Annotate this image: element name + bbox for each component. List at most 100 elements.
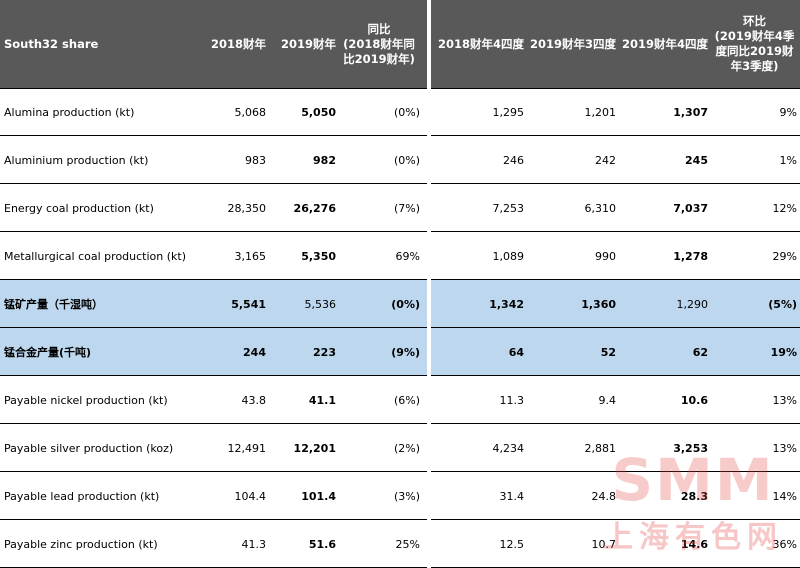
row-label: Energy coal production (kt) (4, 201, 154, 215)
row-value: (7%) (393, 201, 420, 215)
header-fy2018: 2018财年 (210, 37, 266, 51)
row-value: 31.4 (499, 489, 525, 503)
row-value: (0%) (393, 105, 420, 119)
row-label: Alumina production (kt) (4, 105, 135, 119)
row-value: 25% (395, 537, 420, 551)
row-value: 24.8 (591, 489, 617, 503)
row-divider (0, 327, 800, 328)
row-value: 983 (245, 153, 266, 167)
row-divider (0, 375, 800, 376)
row-value: 7,037 (673, 201, 708, 215)
table-row: Alumina production (kt) 5,068 5,050 (0%) 1,2… (0, 88, 800, 136)
row-value: 43.8 (241, 393, 267, 407)
table-row: Aluminium production (kt) 983 982 (0%) 246 24… (0, 136, 800, 184)
header-divider (0, 88, 800, 89)
header-fy2018-q4: 2018财年4四度 (437, 37, 524, 51)
row-value: 1,290 (676, 297, 709, 311)
row-value: 52 (600, 345, 616, 359)
row-label: Payable nickel production (kt) (4, 393, 168, 407)
row-divider (0, 471, 800, 472)
row-value: 1,278 (673, 249, 708, 263)
row-value: 13% (772, 441, 797, 455)
row-divider (0, 423, 800, 424)
row-value: (6%) (393, 393, 420, 407)
row-value: 11.3 (499, 393, 525, 407)
header-fy2019: 2019财年 (280, 37, 336, 51)
row-value: 41.3 (241, 537, 267, 551)
row-value: 101.4 (301, 489, 336, 503)
row-value: 28,350 (227, 201, 267, 215)
row-value: 1,089 (492, 249, 525, 263)
row-value: (0%) (391, 297, 420, 311)
row-value: 5,541 (231, 297, 266, 311)
row-value: 990 (595, 249, 616, 263)
row-value: (5%) (768, 297, 797, 311)
column-gap (427, 0, 431, 88)
row-value: 1,360 (581, 297, 616, 311)
header-fy2019-q3: 2019财年3四度 (529, 37, 616, 51)
row-value: 2,881 (584, 441, 617, 455)
row-value: (0%) (393, 153, 420, 167)
table-row: Payable zinc production (kt) 41.3 51.6 25% 1… (0, 520, 800, 568)
row-label: Payable zinc production (kt) (4, 537, 158, 551)
row-value: 19% (770, 345, 797, 359)
row-divider (0, 231, 800, 232)
row-value: 1,295 (492, 105, 525, 119)
row-value: (3%) (393, 489, 420, 503)
row-label: Aluminium production (kt) (4, 153, 149, 167)
row-value: 5,350 (301, 249, 336, 263)
row-value: 64 (508, 345, 524, 359)
row-value: 9.4 (598, 393, 617, 407)
row-value: 5,068 (234, 105, 267, 119)
header-fy2019-q4: 2019财年4四度 (621, 37, 708, 51)
row-value: 36% (772, 537, 797, 551)
table-header: South32 share 2018财年 2019财年 同比 (2018财年同比… (0, 0, 800, 88)
column-gap-body (427, 88, 431, 568)
row-divider (0, 135, 800, 136)
row-value: 246 (503, 153, 524, 167)
row-value: 3,165 (234, 249, 267, 263)
row-value: 4,234 (492, 441, 525, 455)
row-label: Metallurgical coal production (kt) (4, 249, 187, 263)
row-value: 10.7 (591, 537, 617, 551)
row-value: 12% (772, 201, 797, 215)
row-value: 244 (243, 345, 266, 359)
row-value: 6,310 (584, 201, 617, 215)
row-value: 29% (772, 249, 797, 263)
row-value: 7,253 (492, 201, 525, 215)
row-label: 锰矿产量（千湿吨） (4, 298, 103, 311)
header-qoq: 环比 (2019财年4季度同比2019财年3季度) (714, 14, 795, 73)
row-value: 9% (779, 105, 797, 119)
row-value: 12.5 (499, 537, 525, 551)
row-value: 104.4 (234, 489, 267, 503)
row-divider (0, 519, 800, 520)
row-value: 14% (772, 489, 797, 503)
row-value: 28.3 (680, 489, 708, 503)
row-value: 5,050 (301, 105, 336, 119)
row-value: 5,536 (304, 297, 337, 311)
row-value: 12,201 (293, 441, 336, 455)
row-value: (9%) (391, 345, 420, 359)
table-row: Payable nickel production (kt) 43.8 41.1 (6… (0, 376, 800, 424)
row-value: 982 (313, 153, 336, 167)
row-value: 14.6 (680, 537, 708, 551)
row-value: 1% (779, 153, 797, 167)
row-label: 锰合金产量(千吨) (4, 346, 92, 359)
row-divider (0, 279, 800, 280)
row-value: 62 (692, 345, 708, 359)
row-value: 13% (772, 393, 797, 407)
table-row: 锰合金产量(千吨) 244 223 (9%) 64 52 62 19% (0, 328, 800, 376)
row-value: 223 (313, 345, 336, 359)
row-value: (2%) (393, 441, 420, 455)
row-divider (0, 183, 800, 184)
row-label: Payable lead production (kt) (4, 489, 160, 503)
row-value: 12,491 (227, 441, 267, 455)
table-row: Payable lead production (kt) 104.4 101.4 (3… (0, 472, 800, 520)
row-value: 51.6 (308, 537, 336, 551)
table-row: Metallurgical coal production (kt) 3,165 5… (0, 232, 800, 280)
row-value: 41.1 (308, 393, 336, 407)
table-row: Energy coal production (kt) 28,350 26,276 (… (0, 184, 800, 232)
row-value: 10.6 (680, 393, 708, 407)
row-value: 1,342 (489, 297, 524, 311)
